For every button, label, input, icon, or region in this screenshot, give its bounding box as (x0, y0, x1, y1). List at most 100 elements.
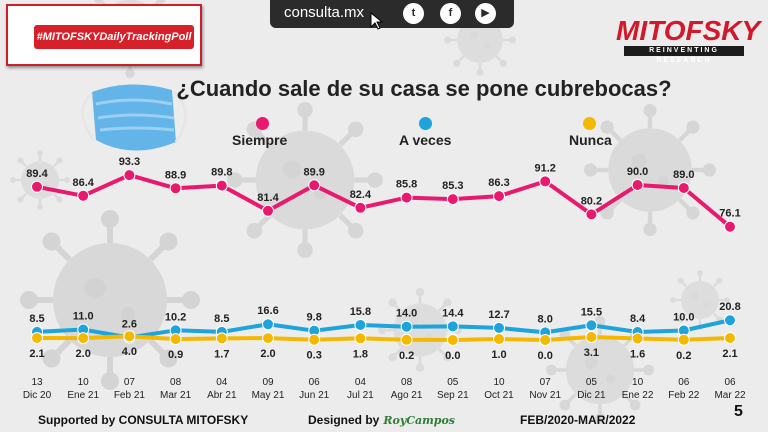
point-nunca (169, 333, 182, 346)
data-label-a-veces: 11.0 (73, 311, 94, 323)
data-label-siempre: 86.4 (72, 177, 94, 189)
data-label-nunca: 0.9 (168, 349, 183, 361)
x-tick-month: Feb 21 (114, 390, 146, 401)
data-label-siempre: 93.3 (119, 156, 140, 168)
data-label-nunca: 0.3 (307, 350, 322, 362)
data-label-siempre: 85.3 (442, 180, 463, 192)
data-label-nunca: 0.2 (676, 350, 691, 362)
data-label-nunca: 0.0 (538, 350, 553, 362)
data-label-siempre: 80.2 (581, 195, 602, 207)
period-range: FEB/2020-MAR/2022 (520, 413, 636, 427)
x-tick-month: Oct 21 (484, 390, 514, 401)
x-tick-month: Dic 20 (23, 390, 52, 401)
point-siempre (400, 191, 413, 204)
point-siempre (123, 169, 136, 182)
point-siempre (77, 189, 90, 202)
point-nunca (446, 334, 459, 346)
page-number: 5 (734, 403, 743, 420)
data-label-a-veces: 8.4 (630, 313, 646, 325)
x-tick-month: Mar 22 (714, 390, 746, 401)
point-nunca (493, 333, 505, 346)
x-tick-month: Nov 21 (529, 390, 561, 401)
legend-dot-a-veces (419, 117, 432, 130)
point-nunca (215, 332, 228, 345)
data-label-a-veces: 10.2 (165, 311, 186, 323)
facebook-icon[interactable]: f (440, 3, 461, 24)
twitter-icon[interactable]: t (403, 3, 424, 24)
point-nunca (631, 332, 644, 345)
x-tick-month: Jul 21 (347, 390, 374, 401)
x-tick-day: 09 (262, 377, 274, 388)
point-nunca (77, 332, 90, 345)
data-label-siempre: 86.3 (488, 177, 509, 189)
point-siempre (677, 182, 690, 194)
point-a-veces (446, 320, 459, 333)
point-nunca (400, 333, 413, 346)
point-nunca (354, 332, 367, 345)
x-tick-day: 05 (447, 377, 459, 388)
data-label-nunca: 1.0 (491, 349, 506, 361)
mitofsky-logo: MITOFSKY REINVENTING RESEARCH (616, 16, 760, 66)
data-label-a-veces: 9.8 (307, 312, 322, 324)
data-label-siempre: 89.8 (211, 167, 232, 179)
cursor-icon (370, 12, 384, 30)
point-nunca (539, 334, 552, 346)
point-a-veces (493, 321, 505, 334)
x-tick-day: 04 (216, 377, 228, 388)
x-tick-day: 05 (586, 377, 598, 388)
x-tick-day: 06 (724, 377, 736, 388)
point-siempre (585, 208, 598, 221)
hashtag-badge: #MITOFSKYDailyTrackingPoll (6, 4, 202, 66)
x-tick-month: Abr 21 (207, 390, 237, 401)
x-tick-day: 10 (78, 377, 90, 388)
data-label-a-veces: 8.0 (538, 313, 553, 325)
data-label-siempre: 88.9 (165, 169, 186, 181)
point-nunca (677, 333, 690, 346)
data-label-a-veces: 14.4 (442, 307, 464, 319)
point-siempre (169, 182, 182, 195)
data-label-siempre: 89.4 (26, 168, 48, 180)
data-label-siempre: 89.9 (303, 166, 324, 178)
data-label-nunca: 0.0 (445, 350, 460, 362)
x-tick-day: 06 (678, 377, 690, 388)
x-tick-month: Ago 21 (391, 390, 423, 401)
data-label-siempre: 91.2 (534, 162, 555, 174)
designer-signature: RoyCampos (383, 414, 455, 427)
series-line-a-veces (36, 318, 731, 340)
x-tick-month: Jun 21 (299, 390, 329, 401)
data-label-a-veces: 8.5 (29, 313, 44, 325)
site-link[interactable]: consulta.mx (284, 4, 365, 21)
point-nunca (308, 333, 321, 346)
supported-by: Supported by CONSULTA MITOFSKY (38, 413, 249, 427)
data-label-nunca: 1.6 (630, 348, 645, 360)
youtube-icon[interactable]: ▶ (475, 3, 496, 24)
x-tick-month: Sep 21 (437, 390, 469, 401)
data-label-nunca: 0.2 (399, 350, 414, 362)
x-tick-day: 13 (31, 377, 43, 388)
x-tick-month: Dic 21 (577, 390, 606, 401)
point-nunca (262, 332, 274, 345)
point-nunca (31, 332, 43, 345)
data-label-nunca: 1.8 (353, 348, 368, 360)
data-label-siempre: 81.4 (257, 192, 279, 204)
data-label-a-veces: 14.0 (396, 308, 417, 320)
logo-tagline: REINVENTING RESEARCH (624, 46, 744, 64)
point-a-veces (400, 320, 413, 333)
chart-title: ¿Cuando sale de su casa se pone cubreboc… (176, 76, 672, 101)
face-mask-icon (81, 84, 187, 151)
series-line-siempre (36, 173, 732, 229)
x-tick-month: Ene 22 (622, 390, 654, 401)
point-a-veces (354, 318, 367, 331)
data-label-siempre: 90.0 (627, 166, 648, 178)
legend-label-siempre: Siempre (232, 132, 288, 148)
point-nunca (724, 332, 736, 345)
data-label-a-veces: 8.5 (214, 313, 229, 325)
data-label-nunca: 2.0 (76, 348, 91, 360)
x-tick-day: 10 (493, 377, 505, 388)
designed-by: Designed by RoyCampos (308, 413, 455, 427)
data-label-siempre: 82.4 (350, 189, 372, 201)
hashtag-label: #MITOFSKYDailyTrackingPoll (34, 25, 194, 49)
x-tick-day: 07 (124, 377, 136, 388)
x-tick-day: 07 (540, 377, 552, 388)
